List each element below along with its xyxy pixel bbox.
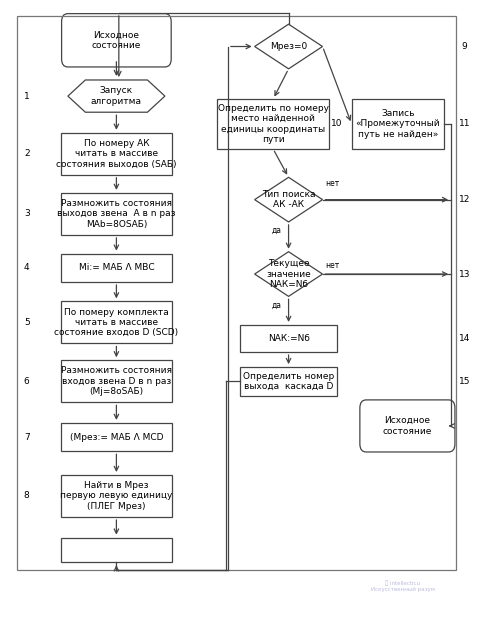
Bar: [60, 423, 172, 451]
Bar: [351, 99, 443, 149]
Text: 8: 8: [24, 492, 30, 500]
Polygon shape: [254, 24, 322, 69]
Text: 9: 9: [461, 42, 467, 51]
Text: 4: 4: [24, 264, 30, 272]
Text: да: да: [271, 226, 281, 235]
Text: Mрез=0: Mрез=0: [270, 42, 306, 51]
Text: По номеру АК
читать в массиве
состояния выходов (SАБ): По номеру АК читать в массиве состояния …: [56, 139, 176, 169]
Text: Исходное
состояние: Исходное состояние: [382, 416, 431, 436]
FancyBboxPatch shape: [359, 400, 454, 452]
Text: 1: 1: [24, 92, 30, 100]
Text: 11: 11: [458, 120, 469, 128]
Text: 15: 15: [458, 377, 469, 386]
Bar: [60, 360, 172, 402]
Text: Исходное
состояние: Исходное состояние: [91, 30, 141, 50]
Text: 5: 5: [24, 318, 30, 327]
Text: Определить по номеру
место найденной
единицы координаты
пути: Определить по номеру место найденной еди…: [217, 104, 328, 144]
Polygon shape: [254, 252, 322, 296]
Bar: [17, 16, 455, 570]
Bar: [240, 325, 336, 352]
Bar: [240, 367, 336, 396]
Polygon shape: [254, 177, 322, 222]
Bar: [217, 99, 328, 149]
Text: да: да: [271, 301, 281, 309]
Text: 10: 10: [331, 120, 342, 128]
Text: Запуск
алгоритма: Запуск алгоритма: [91, 86, 142, 106]
Text: нет: нет: [324, 179, 338, 188]
Bar: [60, 301, 172, 343]
Text: Найти в Mрез
первую левую единицу
(ПЛЕГ Mрез): Найти в Mрез первую левую единицу (ПЛЕГ …: [60, 481, 172, 511]
Text: 12: 12: [458, 195, 469, 204]
Text: Ⓐ intellecticu
Искусственный разум: Ⓐ intellecticu Искусственный разум: [370, 580, 434, 591]
Text: Mi:= MАБ Λ MВС: Mi:= MАБ Λ MВС: [78, 264, 154, 272]
Text: 6: 6: [24, 377, 30, 386]
Text: нет: нет: [324, 261, 338, 270]
FancyBboxPatch shape: [61, 14, 171, 67]
Text: 7: 7: [24, 433, 30, 441]
Text: Размножить состояния
входов звена D в n раз
(Mj=8oSАБ): Размножить состояния входов звена D в n …: [61, 366, 171, 396]
Text: По померу комплекта
читать в массиве
состояние входов D (SСD): По померу комплекта читать в массиве сос…: [54, 308, 178, 337]
Text: 2: 2: [24, 149, 30, 158]
Text: Запись
«Промежуточный
путь не найден»: Запись «Промежуточный путь не найден»: [355, 109, 439, 139]
Polygon shape: [68, 80, 165, 112]
Text: Определить номер
выхода  каскада D: Определить номер выхода каскада D: [242, 371, 333, 391]
Bar: [60, 254, 172, 282]
Bar: [60, 538, 172, 562]
Bar: [60, 133, 172, 175]
Text: Размножить состояния
выходов звена  А в n раз
МАb=8OSАБ): Размножить состояния выходов звена А в n…: [57, 199, 175, 229]
Text: Тип поиска
АК -АК: Тип поиска АК -АК: [261, 190, 315, 210]
Text: 14: 14: [458, 334, 469, 343]
Bar: [60, 475, 172, 517]
Text: 13: 13: [458, 270, 469, 278]
Text: (Mрез:= MАБ Λ MСD: (Mрез:= MАБ Λ MСD: [70, 433, 163, 441]
Text: Текущее
значение
NАК=Nб: Текущее значение NАК=Nб: [266, 259, 310, 289]
Text: 3: 3: [24, 210, 30, 218]
Text: NАК:=Nб: NАК:=Nб: [267, 334, 309, 343]
Bar: [60, 193, 172, 235]
